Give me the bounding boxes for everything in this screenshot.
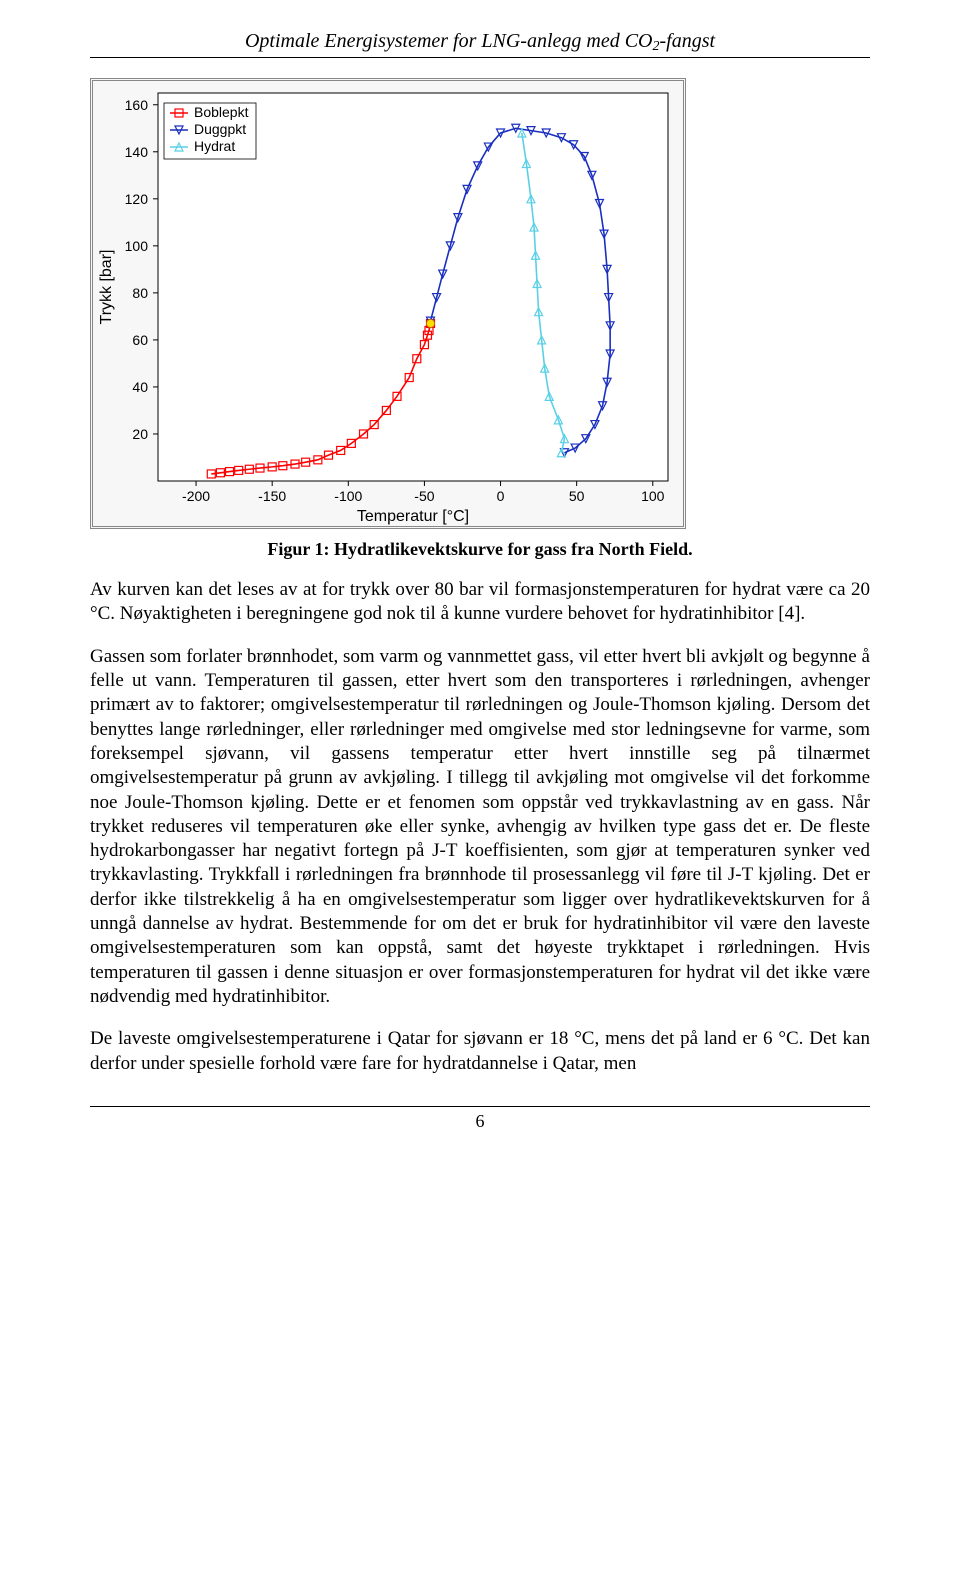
header-pre: Optimale Energisystemer for LNG-anlegg m… xyxy=(245,30,653,52)
svg-text:140: 140 xyxy=(125,144,149,160)
svg-text:160: 160 xyxy=(125,97,149,113)
header-sub: 2 xyxy=(653,39,660,54)
paragraph-1: Av kurven kan det leses av at for trykk … xyxy=(90,578,870,627)
svg-text:120: 120 xyxy=(125,191,149,207)
svg-text:60: 60 xyxy=(132,332,148,348)
svg-text:Boblepkt: Boblepkt xyxy=(194,104,249,120)
page: Optimale Energisystemer for LNG-anlegg m… xyxy=(0,0,960,1172)
svg-text:20: 20 xyxy=(132,426,148,442)
svg-text:50: 50 xyxy=(569,488,585,504)
page-number: 6 xyxy=(90,1106,870,1132)
phase-chart: -200 -150 -100 -50 0 50 100 20 40 60 80 100 120 140 16… xyxy=(90,78,686,529)
svg-text:-150: -150 xyxy=(258,488,286,504)
page-header: Optimale Energisystemer for LNG-anlegg m… xyxy=(90,30,870,58)
paragraph-3: De laveste omgivelsestemperaturene i Qat… xyxy=(90,1027,870,1076)
svg-text:Duggpkt: Duggpkt xyxy=(194,121,246,137)
paragraph-2: Gassen som forlater brønnhodet, som varm… xyxy=(90,645,870,1010)
svg-text:100: 100 xyxy=(641,488,665,504)
svg-text:100: 100 xyxy=(125,238,149,254)
svg-text:-50: -50 xyxy=(414,488,434,504)
figure-caption: Figur 1: Hydratlikevektskurve for gass f… xyxy=(90,539,870,560)
svg-text:-200: -200 xyxy=(182,488,210,504)
svg-text:Temperatur [°C]: Temperatur [°C] xyxy=(357,508,469,525)
chart-container: -200 -150 -100 -50 0 50 100 20 40 60 80 100 120 140 16… xyxy=(90,78,870,529)
svg-text:Trykk [bar]: Trykk [bar] xyxy=(98,250,115,325)
svg-text:Hydrat: Hydrat xyxy=(194,138,235,154)
svg-text:-100: -100 xyxy=(334,488,362,504)
svg-text:40: 40 xyxy=(132,379,148,395)
header-post: -fangst xyxy=(660,30,716,52)
svg-text:0: 0 xyxy=(497,488,505,504)
svg-text:80: 80 xyxy=(132,285,148,301)
